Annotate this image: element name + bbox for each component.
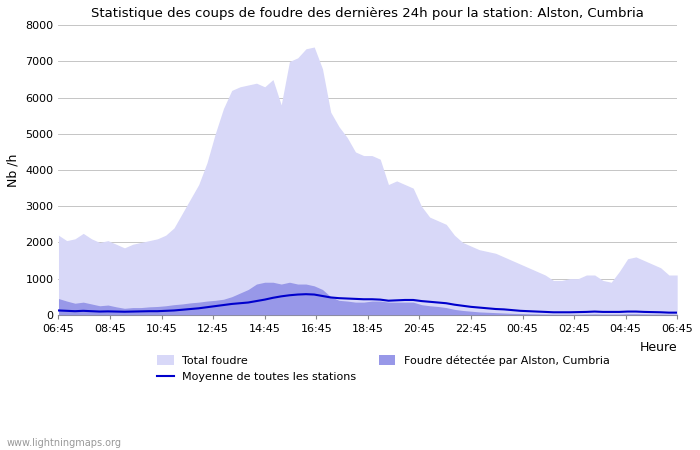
Title: Statistique des coups de foudre des dernières 24h pour la station: Alston, Cumbr: Statistique des coups de foudre des dern… xyxy=(92,7,644,20)
Text: www.lightningmaps.org: www.lightningmaps.org xyxy=(7,438,122,448)
Text: Heure: Heure xyxy=(640,341,677,354)
Legend: Total foudre, Moyenne de toutes les stations, Foudre détectée par Alston, Cumbri: Total foudre, Moyenne de toutes les stat… xyxy=(157,355,610,382)
Y-axis label: Nb /h: Nb /h xyxy=(7,153,20,187)
